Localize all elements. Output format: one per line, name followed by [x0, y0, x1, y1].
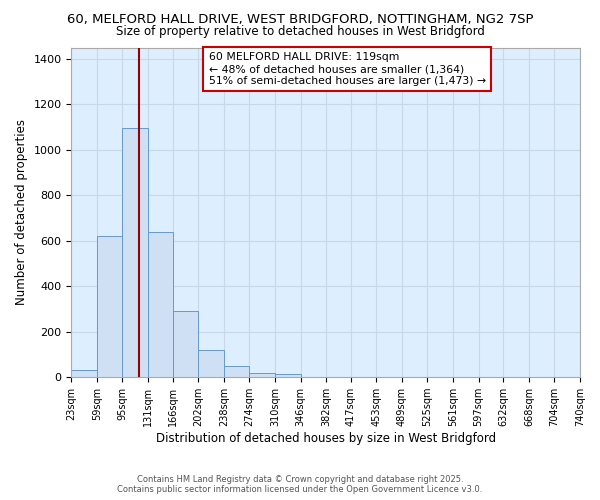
Text: Size of property relative to detached houses in West Bridgford: Size of property relative to detached ho… — [116, 25, 484, 38]
Text: 60, MELFORD HALL DRIVE, WEST BRIDGFORD, NOTTINGHAM, NG2 7SP: 60, MELFORD HALL DRIVE, WEST BRIDGFORD, … — [67, 12, 533, 26]
Text: 60 MELFORD HALL DRIVE: 119sqm
← 48% of detached houses are smaller (1,364)
51% o: 60 MELFORD HALL DRIVE: 119sqm ← 48% of d… — [209, 52, 486, 86]
Y-axis label: Number of detached properties: Number of detached properties — [15, 120, 28, 306]
Bar — [224, 366, 250, 377]
X-axis label: Distribution of detached houses by size in West Bridgford: Distribution of detached houses by size … — [155, 432, 496, 445]
Bar — [250, 372, 275, 377]
Bar — [173, 312, 199, 377]
Text: Contains HM Land Registry data © Crown copyright and database right 2025.
Contai: Contains HM Land Registry data © Crown c… — [118, 474, 482, 494]
Bar — [275, 374, 301, 377]
Bar — [97, 236, 122, 377]
Bar — [71, 370, 97, 377]
Bar — [148, 232, 173, 377]
Bar — [122, 128, 148, 377]
Bar — [199, 350, 224, 377]
